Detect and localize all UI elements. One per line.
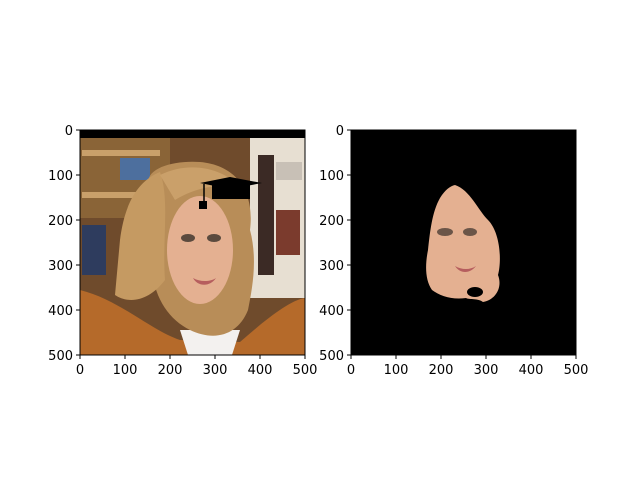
left-y-tick-label: 200: [48, 214, 73, 229]
right-y-tick-label: 200: [319, 214, 344, 229]
left-axes: 0 100 200 300 400 500 0 100 200 300 400 500: [48, 124, 317, 378]
right-y-tick-label: 100: [319, 169, 344, 184]
right-x-tick-label: 200: [429, 363, 454, 378]
right-y-tick-label: 300: [319, 259, 344, 274]
left-x-tick-label: 400: [248, 363, 273, 378]
left-y-ticks: 0 100 200 300 400 500: [48, 124, 80, 364]
left-x-tick-label: 100: [113, 363, 138, 378]
right-y-ticks: 0 100 200 300 400 500: [319, 124, 351, 364]
left-x-ticks: 0 100 200 300 400 500: [76, 355, 318, 378]
right-y-tick-label: 500: [319, 349, 344, 364]
right-y-tick-label: 400: [319, 304, 344, 319]
left-x-tick-label: 200: [158, 363, 183, 378]
left-x-tick-label: 300: [203, 363, 228, 378]
right-axes: 0 100 200 300 400 500 0 100 200 300 400 500: [319, 124, 588, 378]
left-image: [80, 130, 305, 355]
right-x-tick-label: 300: [474, 363, 499, 378]
left-x-tick-label: 500: [293, 363, 318, 378]
right-x-tick-label: 400: [519, 363, 544, 378]
left-y-tick-label: 400: [48, 304, 73, 319]
right-y-tick-label: 0: [336, 124, 344, 139]
left-y-tick-label: 500: [48, 349, 73, 364]
right-x-tick-label: 0: [347, 363, 355, 378]
left-y-tick-label: 0: [65, 124, 73, 139]
right-x-ticks: 0 100 200 300 400 500: [347, 355, 589, 378]
right-image: [351, 130, 576, 355]
left-y-tick-label: 300: [48, 259, 73, 274]
left-x-tick-label: 0: [76, 363, 84, 378]
left-y-tick-label: 100: [48, 169, 73, 184]
right-x-tick-label: 100: [384, 363, 409, 378]
right-x-tick-label: 500: [564, 363, 589, 378]
